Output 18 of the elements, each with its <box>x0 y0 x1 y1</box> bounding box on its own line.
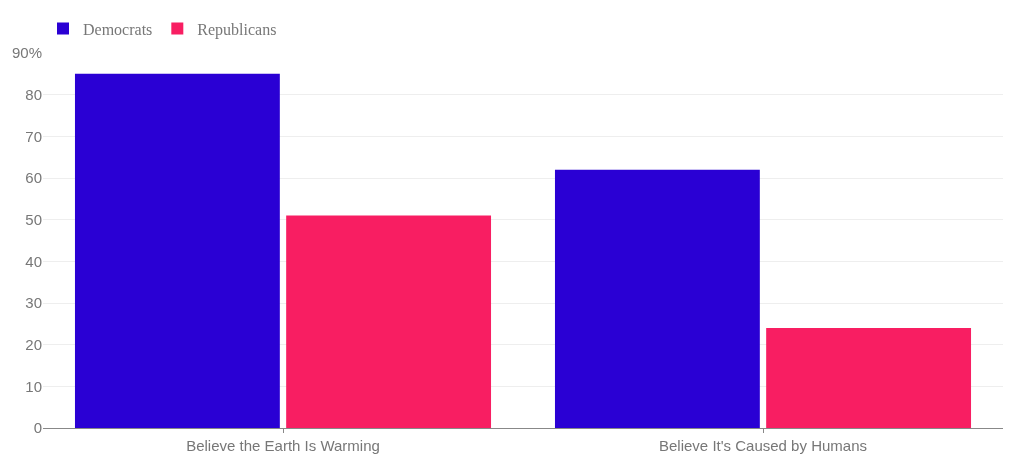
y-tick-label: 30 <box>25 294 42 312</box>
y-tick-label: 0 <box>33 419 42 437</box>
bar <box>286 215 492 428</box>
y-tick-label: 10 <box>25 377 42 395</box>
bar <box>766 328 972 428</box>
y-tick-label: 60 <box>25 169 42 187</box>
bar <box>74 73 280 428</box>
y-tick-label: 20 <box>25 335 42 353</box>
x-tick-label: Believe the Earth Is Warming <box>186 437 380 454</box>
y-tick-label: 90% <box>11 44 42 62</box>
legend-label: Democrats <box>83 20 153 38</box>
y-tick-label: 80 <box>25 85 42 103</box>
legend-label: Republicans <box>197 20 277 39</box>
y-tick-label: 50 <box>25 210 42 228</box>
x-tick-label: Believe It's Caused by Humans <box>659 437 867 454</box>
y-tick-label: 70 <box>25 127 42 145</box>
y-tick-label: 40 <box>25 252 42 270</box>
bar <box>554 169 760 428</box>
